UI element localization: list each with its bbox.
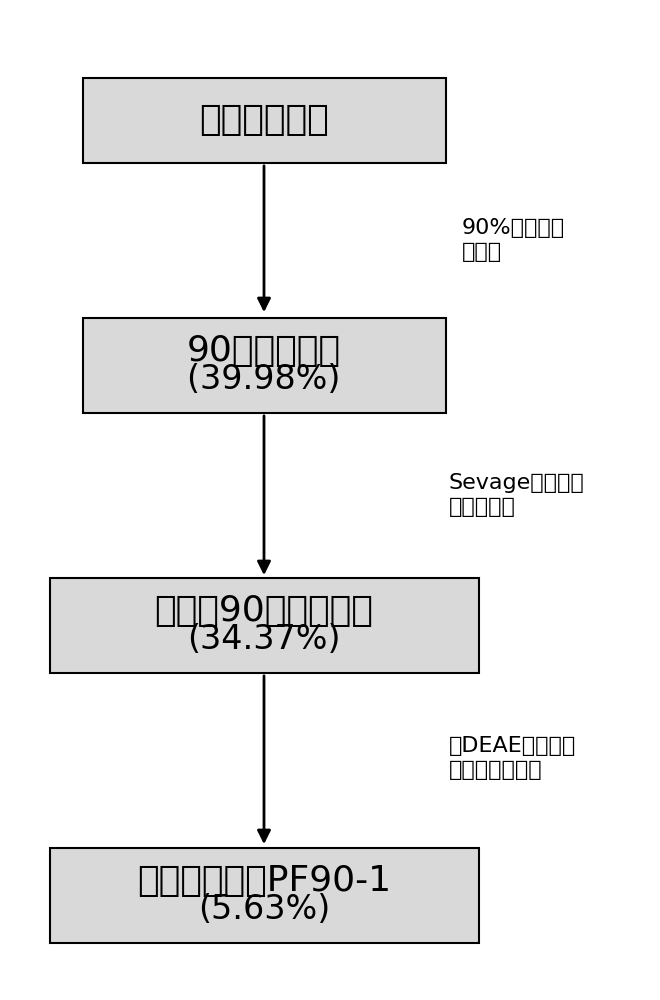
- Text: 太子参水提物: 太子参水提物: [199, 103, 329, 137]
- Text: 太子参低聚糖PF90-1: 太子参低聚糖PF90-1: [137, 864, 391, 898]
- Text: 90部位粗聚糖: 90部位粗聚糖: [187, 334, 341, 368]
- Text: 90%乙醇醇沉
后得率: 90%乙醇醇沉 后得率: [462, 218, 565, 262]
- FancyBboxPatch shape: [50, 848, 478, 942]
- FancyBboxPatch shape: [82, 318, 446, 412]
- Text: Sevage除两次蛋
白后的得率: Sevage除两次蛋 白后的得率: [449, 473, 585, 517]
- Text: 除蛋白90部位粗聚糖: 除蛋白90部位粗聚糖: [154, 594, 374, 628]
- Text: (39.​98%): (39.​98%): [187, 363, 341, 396]
- Text: (5.63%): (5.63%): [198, 893, 330, 926]
- Text: (34.37%): (34.37%): [187, 623, 341, 656]
- Text: 过DEAE柱后用去
离子水洗脱得率: 过DEAE柱后用去 离子水洗脱得率: [449, 736, 576, 780]
- FancyBboxPatch shape: [82, 78, 446, 162]
- FancyBboxPatch shape: [50, 578, 478, 672]
